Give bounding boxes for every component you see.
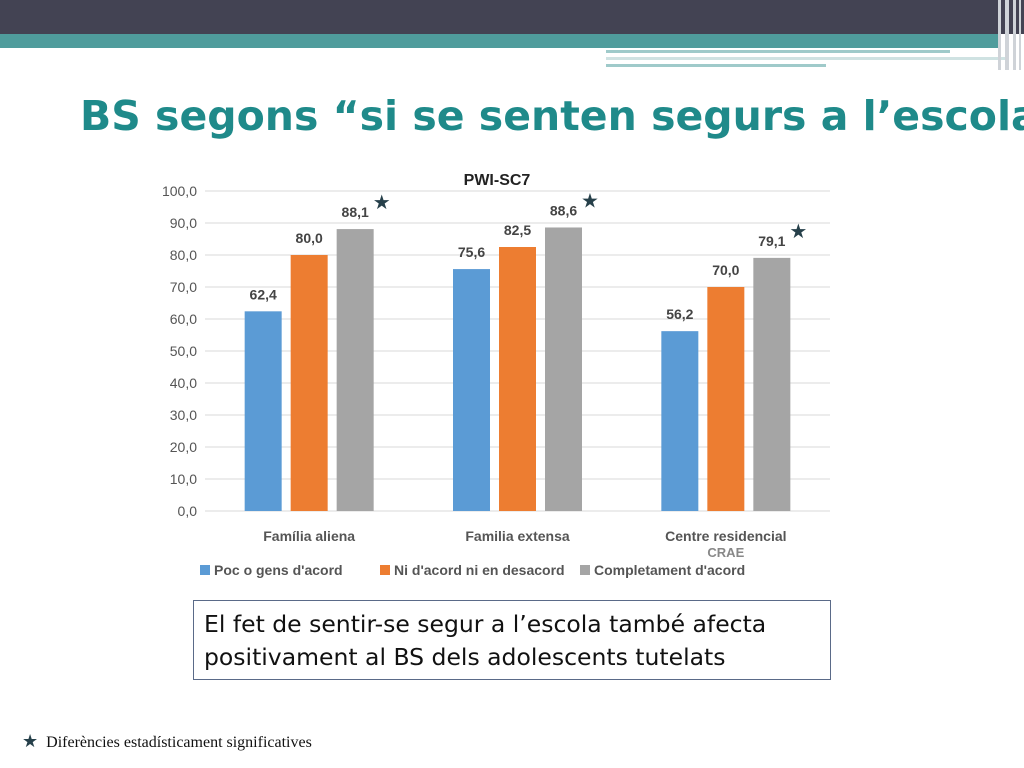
bar bbox=[244, 311, 282, 511]
header-accent-band bbox=[0, 34, 1000, 48]
bar bbox=[290, 255, 328, 511]
star-icon: ★ bbox=[22, 731, 39, 751]
legend-label: Ni d'acord ni en desacord bbox=[394, 562, 565, 578]
legend-label: Completament d'acord bbox=[594, 562, 745, 578]
y-tick-label: 0,0 bbox=[178, 503, 198, 519]
bar-chart: PWI-SC7 0,0 10,0 20,0 30,0 40,0 50,0 60,0 70,0 80… bbox=[162, 172, 830, 578]
data-label: 79,1 bbox=[758, 233, 785, 249]
conclusion-callout: El fet de sentir-se segur a l’escola tam… bbox=[193, 600, 831, 680]
bar bbox=[753, 257, 791, 511]
data-label: 88,6 bbox=[550, 202, 577, 218]
header-bar bbox=[0, 0, 1024, 34]
legend-label: Poc o gens d'acord bbox=[214, 562, 343, 578]
significance-star-icon: ★ bbox=[789, 219, 807, 243]
bar bbox=[661, 331, 699, 511]
bar bbox=[545, 227, 582, 511]
legend-swatch bbox=[580, 565, 590, 575]
callout-line-2: positivament al BS dels adolescents tute… bbox=[204, 643, 726, 671]
callout-line-1: El fet de sentir-se segur a l’escola tam… bbox=[204, 610, 767, 638]
data-label: 88,1 bbox=[342, 204, 369, 220]
x-category-label: Família aliena bbox=[263, 528, 355, 544]
y-tick-label: 60,0 bbox=[170, 311, 197, 327]
chart-title: PWI-SC7 bbox=[464, 172, 531, 189]
y-tick-label: 10,0 bbox=[170, 471, 197, 487]
y-tick-label: 100,0 bbox=[162, 183, 197, 199]
data-label: 62,4 bbox=[250, 286, 277, 302]
bar bbox=[499, 247, 536, 511]
data-label: 80,0 bbox=[296, 230, 323, 246]
legend-swatch bbox=[200, 565, 210, 575]
significance-star-icon: ★ bbox=[581, 188, 599, 212]
decorative-line bbox=[606, 64, 826, 67]
y-tick-label: 30,0 bbox=[170, 407, 197, 423]
footnote-text: Diferències estadísticament significativ… bbox=[46, 734, 312, 751]
bar bbox=[707, 287, 745, 511]
y-tick-label: 50,0 bbox=[170, 343, 197, 359]
y-tick-label: 80,0 bbox=[170, 247, 197, 263]
y-tick-label: 70,0 bbox=[170, 279, 197, 295]
data-label: 75,6 bbox=[458, 244, 485, 260]
bar bbox=[453, 269, 490, 511]
legend-swatch bbox=[380, 565, 390, 575]
x-category-sublabel: CRAE bbox=[707, 545, 744, 560]
significance-star-icon: ★ bbox=[373, 190, 391, 214]
y-tick-label: 40,0 bbox=[170, 375, 197, 391]
data-label: 56,2 bbox=[666, 306, 693, 322]
bar bbox=[336, 229, 374, 511]
x-category-label: Centre residencial bbox=[665, 528, 786, 544]
footnote: ★ Diferències estadísticament significat… bbox=[22, 731, 312, 752]
decorative-line bbox=[606, 57, 1006, 60]
data-label: 82,5 bbox=[504, 222, 531, 238]
slide-title: BS segons “si se senten segurs a l’escol… bbox=[80, 92, 1024, 140]
data-label: 70,0 bbox=[712, 262, 739, 278]
y-tick-label: 90,0 bbox=[170, 215, 197, 231]
x-category-label: Familia extensa bbox=[465, 528, 569, 544]
decorative-line bbox=[606, 50, 950, 53]
y-tick-label: 20,0 bbox=[170, 439, 197, 455]
decorative-stripes bbox=[996, 0, 1024, 70]
